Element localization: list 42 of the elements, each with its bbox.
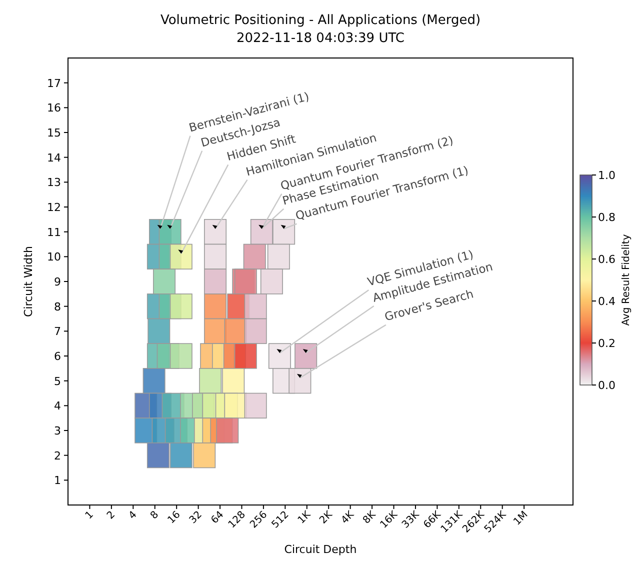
- chart-title: Volumetric Positioning - All Applications (Merged): [160, 13, 481, 28]
- chart-subtitle: 2022-11-18 04:03:39 UTC: [236, 31, 404, 46]
- color-bar-label: 0.0: [598, 379, 616, 392]
- y-tick-label: 3: [54, 424, 61, 438]
- color-bar-label: 0.8: [598, 211, 616, 224]
- y-tick-label: 14: [47, 151, 61, 164]
- y-tick-label: 15: [47, 126, 61, 140]
- y-tick-label: 6: [54, 350, 61, 363]
- color-bar-label: 0.2: [598, 337, 616, 350]
- x-tick-label: 8K: [361, 509, 378, 526]
- x-tick-label: 8: [148, 509, 161, 522]
- color-bar-title: Avg Result Fidelity: [621, 234, 632, 326]
- y-tick-label: 7: [54, 325, 61, 338]
- y-tick-label: 17: [47, 76, 61, 90]
- y-tick-label: 8: [54, 300, 61, 314]
- y-tick-label: 13: [47, 176, 61, 190]
- x-tick-label: 1: [84, 509, 96, 522]
- x-tick-label: 1K: [296, 509, 314, 526]
- color-bar-label: 0.6: [598, 253, 616, 266]
- y-tick-label: 4: [54, 400, 61, 413]
- x-tick-label: 16: [166, 509, 183, 526]
- x-tick-label: 2: [105, 509, 118, 522]
- y-tick-label: 9: [54, 276, 61, 288]
- y-tick-label: 5: [54, 374, 61, 388]
- x-tick-label: 512: [270, 509, 292, 531]
- x-tick-label: 32: [188, 509, 204, 526]
- x-tick-label: 1M: [512, 509, 530, 528]
- y-tick-label: 16: [47, 102, 61, 115]
- x-tick-label: 4K: [340, 509, 357, 526]
- x-tick-label: 64: [209, 509, 226, 526]
- x-tick-label: 128: [226, 509, 248, 531]
- y-tick-label: 11: [47, 226, 61, 239]
- x-axis-title: Circuit Depth: [284, 543, 357, 556]
- y-tick-label: 2: [54, 449, 61, 462]
- y-tick-label: 12: [47, 201, 61, 214]
- y-axis-title: Circuit Width: [22, 246, 35, 317]
- x-tick-label: 4: [126, 509, 140, 522]
- color-bar-label: 0.4: [598, 295, 616, 308]
- color-bar-label: 1.0: [598, 169, 616, 182]
- y-tick-label: 10: [47, 250, 61, 264]
- y-tick-label: 1: [54, 474, 61, 488]
- x-tick-label: 2K: [318, 509, 336, 526]
